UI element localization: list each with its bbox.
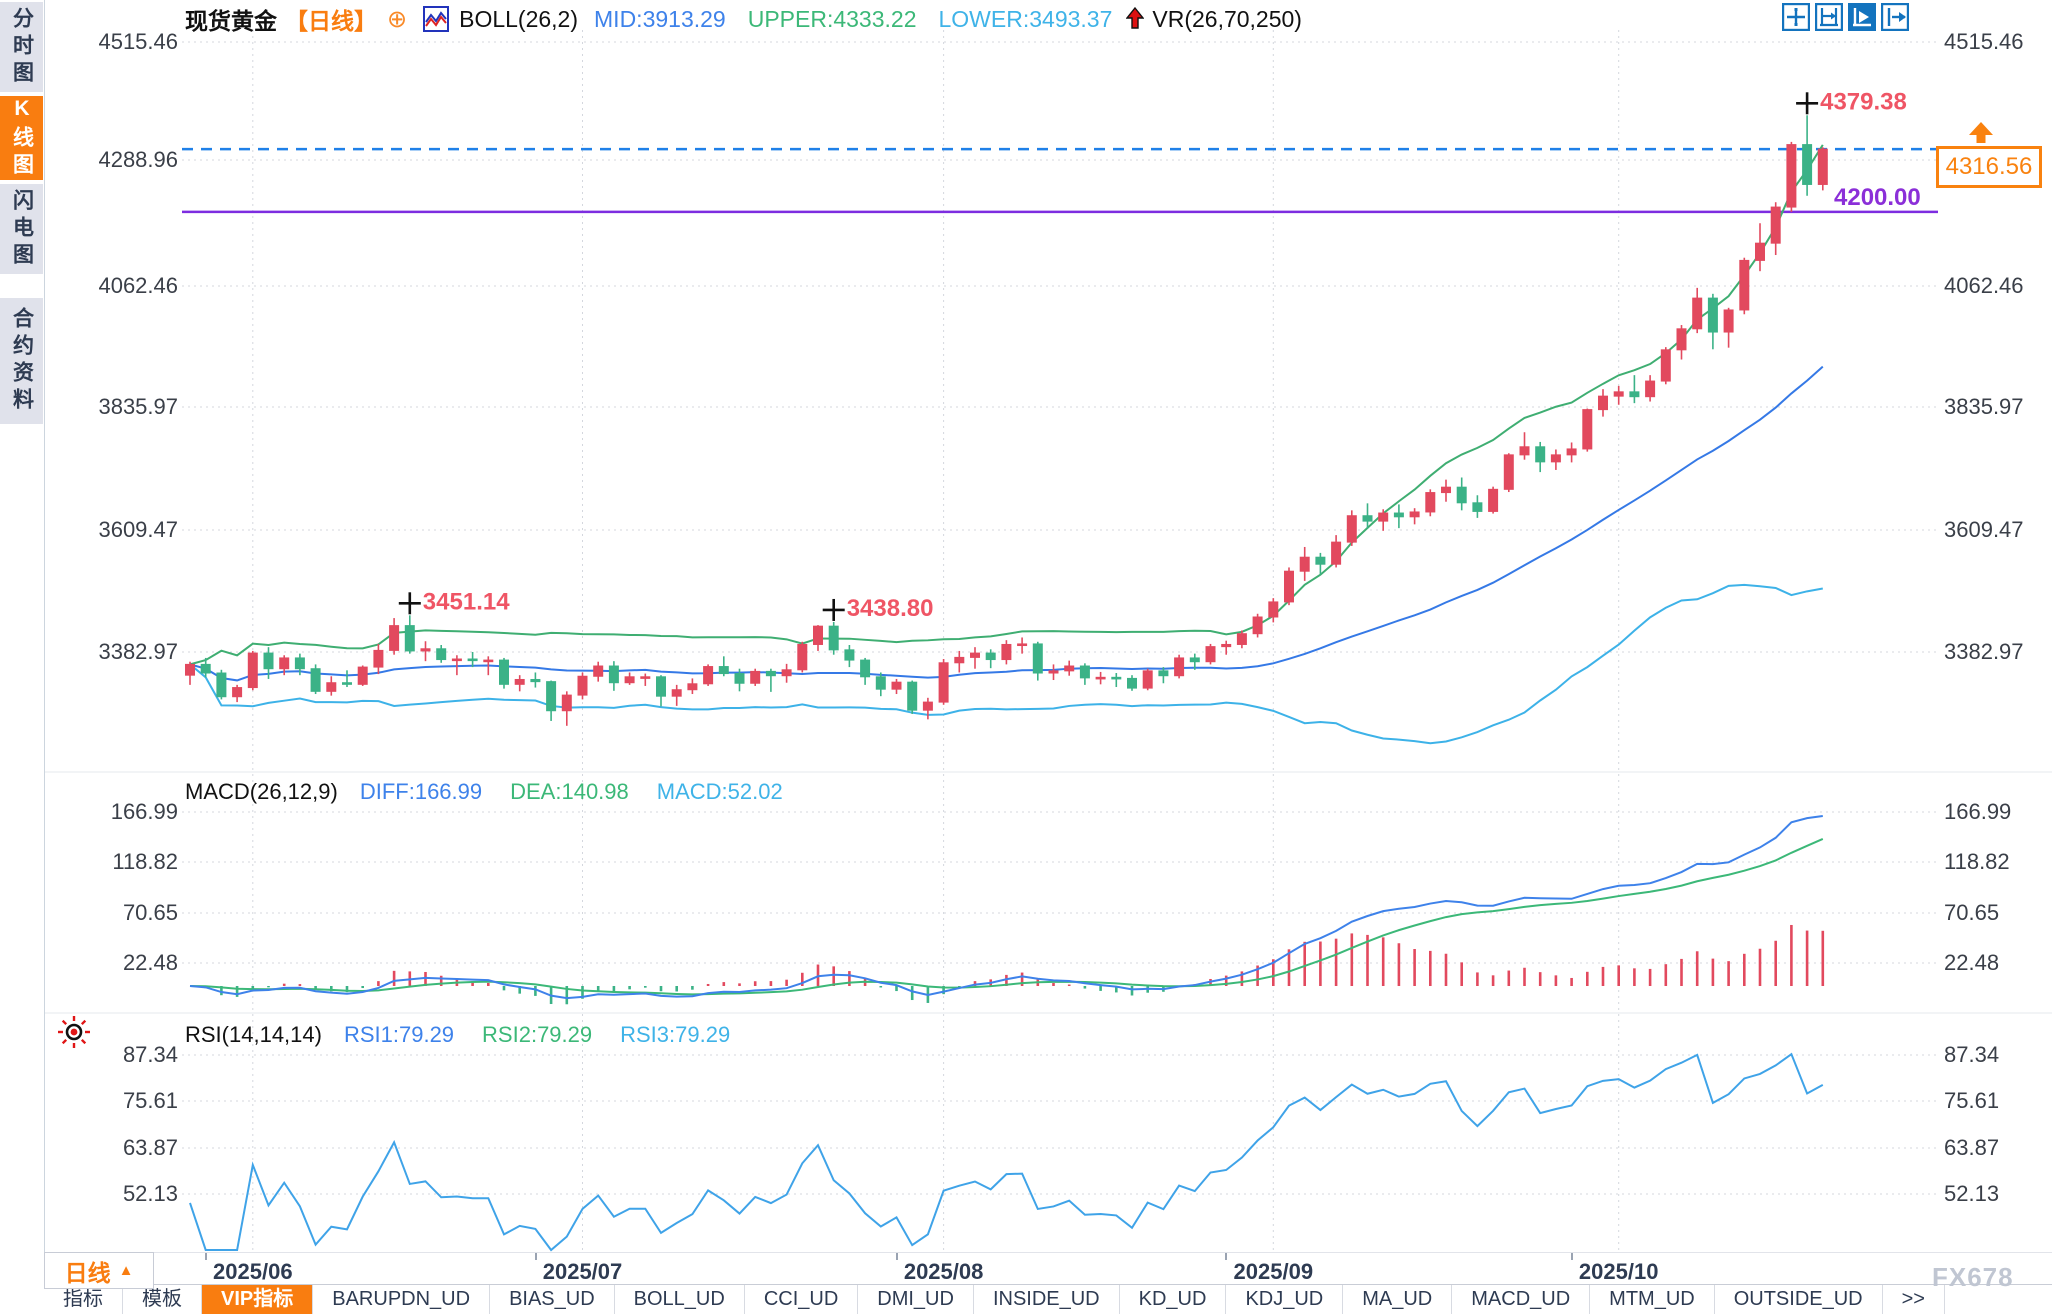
alert-price-label: 4200.00 (1834, 184, 1921, 211)
indicator-tab-7[interactable]: CCI_UD (744, 1285, 859, 1314)
axis-label-right: 3835.97 (1944, 394, 2024, 419)
indicator-tab-15[interactable]: OUTSIDE_UD (1714, 1285, 1883, 1314)
time-axis-tick (895, 1253, 898, 1260)
axis-label-right: 22.48 (1944, 950, 2000, 975)
sidebar-item-4[interactable]: 合约资料 (0, 298, 43, 424)
axis-label-left: 87.34 (122, 1042, 178, 1067)
timeframe-arrow-icon: ▲ (118, 1262, 134, 1279)
sidebar-item-1[interactable]: 分时图 (0, 2, 43, 92)
axis-label-right: 4515.46 (1944, 29, 2024, 54)
axis-label-left: 3609.47 (98, 517, 178, 542)
axis-label-left: 4288.96 (98, 147, 178, 172)
boll-label: BOLL(26,2) (459, 5, 579, 32)
chart-toolbar (1782, 3, 1909, 31)
indicator-tab-1[interactable]: 指标 (44, 1285, 123, 1314)
boll-upper-value: UPPER:4333.22 (747, 5, 917, 32)
axis-label-left: 4062.46 (98, 273, 178, 298)
indicator-tab-10[interactable]: KD_UD (1119, 1285, 1227, 1314)
time-axis-label: 2025/09 (1233, 1259, 1314, 1284)
axis-label-left: 22.48 (122, 950, 178, 975)
axis-label-right: 63.87 (1944, 1135, 2000, 1160)
indicator-tab-bar: 指标 模板 VIP指标 BARUPDN_UD BIAS_UD BOLL_UD CCI_UD D… (44, 1284, 2052, 1314)
axis-label-left: 63.87 (122, 1135, 178, 1160)
indicator-tab-12[interactable]: MA_UD (1343, 1285, 1453, 1314)
axis-label-right: 87.34 (1944, 1042, 2000, 1067)
macd-diff-value: DIFF:166.99 (359, 779, 483, 804)
auto-scale-icon[interactable] (1848, 3, 1876, 31)
time-axis-tick (534, 1253, 537, 1260)
axis-label-left: 118.82 (112, 849, 178, 874)
time-axis-label: 2025/07 (542, 1259, 623, 1284)
macd-dea-value: DEA:140.98 (510, 779, 629, 804)
rsi-header: RSI(14,14,14) RSI1:79.29 RSI2:79.29 RSI3… (185, 1022, 730, 1048)
axis-label-right: 118.82 (1944, 849, 2010, 874)
indicator-tab-14[interactable]: MTM_UD (1590, 1285, 1715, 1314)
time-axis: 2025/06 2025/07 2025/08 2025/09 2025/10 (44, 1252, 2052, 1285)
price-annotation: 4379.38 (1820, 88, 1907, 115)
axis-label-left: 3835.97 (98, 394, 178, 419)
time-axis-tick (204, 1253, 207, 1260)
boll-mid-value: MID:3913.29 (594, 5, 726, 32)
axis-label-right: 75.61 (1944, 1088, 2000, 1113)
time-axis-label: 2025/10 (1578, 1259, 1659, 1284)
indicator-tab-2[interactable]: 模板 (123, 1285, 202, 1314)
indicator-tab-5[interactable]: BIAS_UD (490, 1285, 615, 1314)
vr-label: VR(26,70,250) (1152, 5, 1302, 32)
time-axis-tick (1225, 1253, 1228, 1260)
rsi-settings-icon[interactable] (56, 1014, 92, 1050)
axis-label-right: 4062.46 (1944, 273, 2024, 298)
timeframe-label: 日线 (64, 1259, 111, 1286)
boll-lower-value: LOWER:3493.37 (938, 5, 1113, 32)
time-axis-label: 2025/08 (903, 1259, 984, 1284)
axis-label-right: 52.13 (1944, 1181, 2000, 1206)
macd-header: MACD(26,12,9) DIFF:166.99 DEA:140.98 MAC… (185, 779, 783, 805)
time-axis-label: 2025/06 (213, 1259, 293, 1284)
time-axis-tick (1570, 1253, 1573, 1260)
indicator-tab-11[interactable]: KDJ_UD (1226, 1285, 1344, 1314)
axis-label-left: 3382.97 (98, 639, 178, 664)
indicator-tab-4[interactable]: BARUPDN_UD (313, 1285, 491, 1314)
macd-title: MACD(26,12,9) (185, 779, 338, 804)
jump-to-latest-icon[interactable] (1881, 3, 1909, 31)
axis-label-left: 166.99 (110, 799, 178, 824)
sidebar-item-3[interactable]: 闪电图 (0, 184, 43, 274)
indicator-tab-13[interactable]: MACD_UD (1452, 1285, 1591, 1314)
axis-label-right: 70.65 (1944, 900, 2000, 925)
rsi-title: RSI(14,14,14) (185, 1022, 322, 1047)
pan-crosshair-icon[interactable] (1782, 3, 1810, 31)
price-up-marker-icon (1968, 122, 1994, 144)
watermark: FX678 (1932, 1262, 2014, 1292)
sidebar: 分时图 K线图 闪电图合约资料 (0, 0, 45, 1314)
current-price-label: 4316.56 (1936, 146, 2042, 188)
timeframe-selector[interactable]: 日线 ▲ (44, 1252, 154, 1289)
add-indicator-icon[interactable]: ⊕ (387, 5, 408, 33)
chart-header: 现货黄金 【日线】 ⊕ BOLL(26,2) MID:3913.29 UPPER… (185, 4, 1302, 35)
macd-macd-value: MACD:52.02 (656, 779, 783, 804)
indicator-tab-8[interactable]: DMI_UD (858, 1285, 974, 1314)
axis-label-right: 3382.97 (1944, 639, 2024, 664)
price-annotation: 3438.80 (847, 595, 934, 622)
axis-label-left: 4515.46 (98, 29, 178, 54)
rsi2-value: RSI2:79.29 (482, 1022, 593, 1047)
indicator-tab-3[interactable]: VIP指标 (202, 1285, 314, 1314)
indicator-tab-16[interactable]: >> (1882, 1285, 1945, 1314)
rsi1-value: RSI1:79.29 (343, 1022, 455, 1047)
rsi3-value: RSI3:79.29 (620, 1022, 731, 1047)
axis-label-left: 52.13 (122, 1181, 178, 1206)
axis-label-right: 166.99 (1944, 799, 2012, 824)
sidebar-item-2[interactable]: K线图 (0, 96, 43, 180)
axis-range-icon[interactable] (1815, 3, 1843, 31)
price-annotation: 3451.14 (423, 588, 510, 615)
axis-label-left: 70.65 (122, 900, 178, 925)
axis-label-left: 75.61 (122, 1088, 178, 1113)
vr-up-arrow-icon (1126, 7, 1145, 31)
symbol-title: 现货黄金 (185, 8, 277, 34)
indicator-tab-9[interactable]: INSIDE_UD (973, 1285, 1120, 1314)
indicator-tab-6[interactable]: BOLL_UD (614, 1285, 745, 1314)
period-tag: 【日线】 (285, 8, 377, 34)
axis-label-right: 3609.47 (1944, 517, 2024, 542)
chart-type-icon[interactable] (423, 6, 450, 32)
